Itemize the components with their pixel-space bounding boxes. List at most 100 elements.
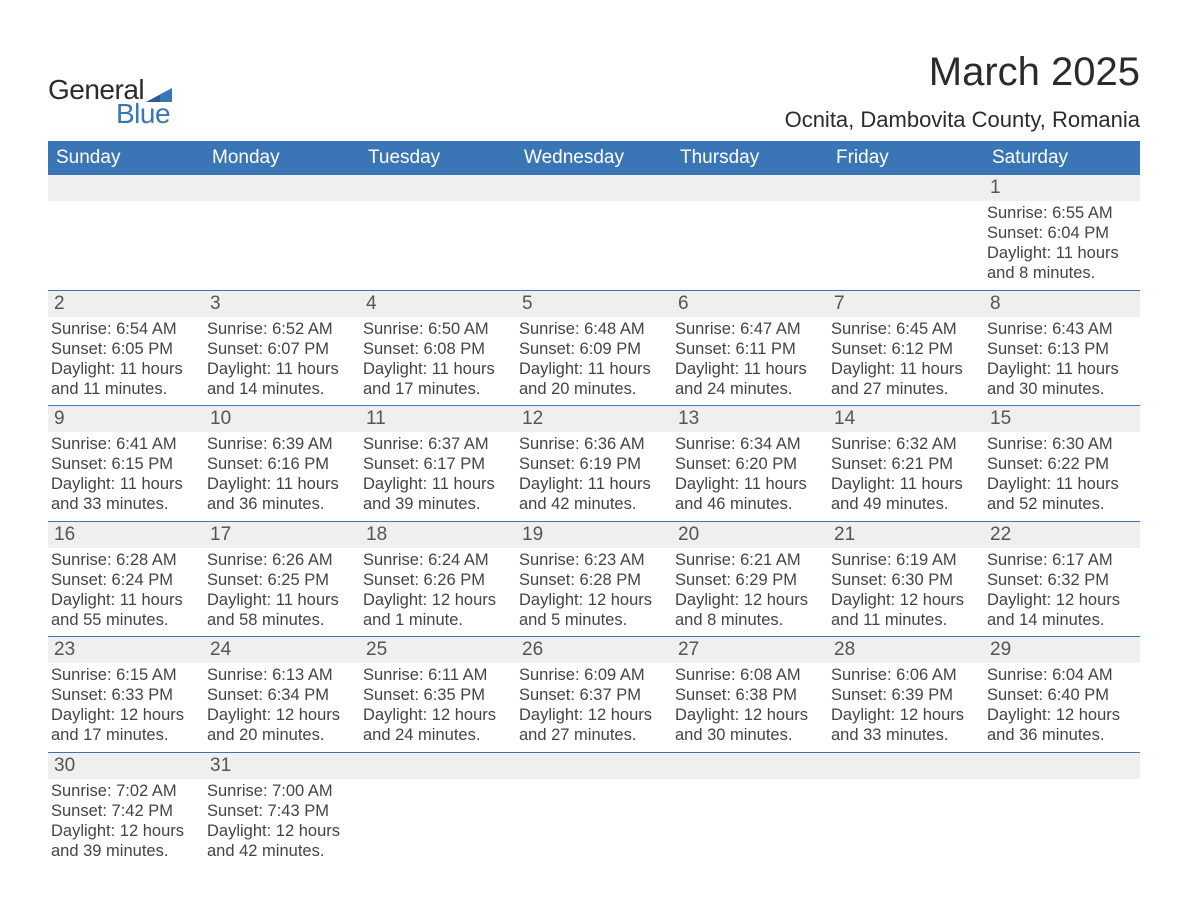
day-detail-line: Daylight: 12 hours and 11 minutes. — [831, 590, 981, 630]
daynum-row: 9101112131415 — [48, 406, 1140, 433]
day-number-cell — [360, 752, 516, 779]
day-detail-line: Daylight: 12 hours and 30 minutes. — [675, 705, 825, 745]
day-detail-line: Sunset: 6:20 PM — [675, 454, 825, 474]
day-detail-line: Daylight: 11 hours and 52 minutes. — [987, 474, 1137, 514]
day-detail-line: Sunset: 6:11 PM — [675, 339, 825, 359]
day-detail-line: Sunset: 6:07 PM — [207, 339, 357, 359]
day-detail-cell: Sunrise: 6:48 AMSunset: 6:09 PMDaylight:… — [516, 317, 672, 406]
day-number-cell: 3 — [204, 290, 360, 317]
weekday-header: Friday — [828, 141, 984, 175]
day-detail-cell — [516, 779, 672, 868]
brand-logo: General Blue — [48, 50, 172, 130]
day-detail-line: Daylight: 11 hours and 36 minutes. — [207, 474, 357, 514]
day-detail-line: Daylight: 12 hours and 24 minutes. — [363, 705, 513, 745]
day-detail-line: Sunset: 6:16 PM — [207, 454, 357, 474]
day-number-cell: 21 — [828, 521, 984, 548]
day-number-cell: 13 — [672, 406, 828, 433]
day-detail-cell: Sunrise: 6:21 AMSunset: 6:29 PMDaylight:… — [672, 548, 828, 637]
day-number-cell — [672, 175, 828, 201]
day-number-cell: 5 — [516, 290, 672, 317]
day-detail-cell: Sunrise: 6:32 AMSunset: 6:21 PMDaylight:… — [828, 432, 984, 521]
day-detail-line: Sunset: 6:34 PM — [207, 685, 357, 705]
day-detail-line: Sunrise: 6:24 AM — [363, 550, 513, 570]
day-detail-line: Sunset: 7:43 PM — [207, 801, 357, 821]
day-number-cell — [48, 175, 204, 201]
day-number-cell: 28 — [828, 637, 984, 664]
day-detail-cell: Sunrise: 7:00 AMSunset: 7:43 PMDaylight:… — [204, 779, 360, 868]
day-detail-line: Daylight: 11 hours and 24 minutes. — [675, 359, 825, 399]
day-detail-cell — [360, 779, 516, 868]
day-detail-cell: Sunrise: 6:08 AMSunset: 6:38 PMDaylight:… — [672, 663, 828, 752]
day-detail-line: Sunset: 6:17 PM — [363, 454, 513, 474]
day-detail-line: Sunrise: 6:43 AM — [987, 319, 1137, 339]
day-detail-line: Sunrise: 6:41 AM — [51, 434, 201, 454]
day-number-cell: 1 — [984, 175, 1140, 201]
day-detail-cell — [828, 779, 984, 868]
day-detail-line: Daylight: 11 hours and 14 minutes. — [207, 359, 357, 399]
day-number-cell: 26 — [516, 637, 672, 664]
day-detail-line: Sunset: 6:13 PM — [987, 339, 1137, 359]
day-number-cell: 20 — [672, 521, 828, 548]
daynum-row: 3031 — [48, 752, 1140, 779]
day-number-cell: 14 — [828, 406, 984, 433]
day-number-cell: 24 — [204, 637, 360, 664]
day-detail-cell — [204, 201, 360, 290]
day-detail-cell: Sunrise: 6:36 AMSunset: 6:19 PMDaylight:… — [516, 432, 672, 521]
day-detail-cell — [516, 201, 672, 290]
day-detail-line: Sunrise: 6:52 AM — [207, 319, 357, 339]
day-detail-cell: Sunrise: 6:24 AMSunset: 6:26 PMDaylight:… — [360, 548, 516, 637]
day-detail-line: Sunset: 6:24 PM — [51, 570, 201, 590]
day-detail-cell: Sunrise: 6:30 AMSunset: 6:22 PMDaylight:… — [984, 432, 1140, 521]
day-detail-cell — [672, 201, 828, 290]
day-detail-line: Daylight: 12 hours and 39 minutes. — [51, 821, 201, 861]
day-number-cell: 29 — [984, 637, 1140, 664]
day-detail-line: Sunrise: 6:39 AM — [207, 434, 357, 454]
day-number-cell: 25 — [360, 637, 516, 664]
day-detail-line: Sunrise: 6:36 AM — [519, 434, 669, 454]
day-detail-line: Daylight: 11 hours and 33 minutes. — [51, 474, 201, 514]
day-number-cell — [516, 752, 672, 779]
day-detail-cell: Sunrise: 6:17 AMSunset: 6:32 PMDaylight:… — [984, 548, 1140, 637]
day-number-cell: 12 — [516, 406, 672, 433]
day-detail-cell: Sunrise: 6:11 AMSunset: 6:35 PMDaylight:… — [360, 663, 516, 752]
day-detail-cell: Sunrise: 6:37 AMSunset: 6:17 PMDaylight:… — [360, 432, 516, 521]
day-detail-line: Sunrise: 6:34 AM — [675, 434, 825, 454]
day-detail-line: Sunrise: 6:04 AM — [987, 665, 1137, 685]
weekday-header: Thursday — [672, 141, 828, 175]
day-detail-cell — [672, 779, 828, 868]
day-detail-cell: Sunrise: 6:13 AMSunset: 6:34 PMDaylight:… — [204, 663, 360, 752]
day-detail-line: Sunrise: 6:17 AM — [987, 550, 1137, 570]
day-number-cell: 6 — [672, 290, 828, 317]
daynum-row: 16171819202122 — [48, 521, 1140, 548]
day-number-cell: 22 — [984, 521, 1140, 548]
day-detail-line: Sunrise: 6:37 AM — [363, 434, 513, 454]
day-detail-line: Sunrise: 6:30 AM — [987, 434, 1137, 454]
day-detail-cell: Sunrise: 6:39 AMSunset: 6:16 PMDaylight:… — [204, 432, 360, 521]
day-detail-line: Daylight: 11 hours and 49 minutes. — [831, 474, 981, 514]
day-detail-line: Sunset: 6:26 PM — [363, 570, 513, 590]
day-number-cell — [828, 752, 984, 779]
daynum-row: 1 — [48, 175, 1140, 201]
weekday-header: Wednesday — [516, 141, 672, 175]
day-detail-cell: Sunrise: 6:50 AMSunset: 6:08 PMDaylight:… — [360, 317, 516, 406]
day-number-cell: 17 — [204, 521, 360, 548]
day-detail-line: Daylight: 12 hours and 20 minutes. — [207, 705, 357, 745]
day-detail-line: Daylight: 12 hours and 1 minute. — [363, 590, 513, 630]
day-detail-cell: Sunrise: 6:19 AMSunset: 6:30 PMDaylight:… — [828, 548, 984, 637]
day-detail-line: Daylight: 12 hours and 33 minutes. — [831, 705, 981, 745]
logo-text-blue: Blue — [116, 98, 170, 130]
day-detail-cell: Sunrise: 6:15 AMSunset: 6:33 PMDaylight:… — [48, 663, 204, 752]
detail-row: Sunrise: 6:55 AMSunset: 6:04 PMDaylight:… — [48, 201, 1140, 290]
day-detail-line: Sunrise: 6:45 AM — [831, 319, 981, 339]
day-number-cell: 16 — [48, 521, 204, 548]
day-number-cell: 23 — [48, 637, 204, 664]
day-detail-line: Sunset: 6:29 PM — [675, 570, 825, 590]
day-detail-line: Daylight: 11 hours and 30 minutes. — [987, 359, 1137, 399]
day-detail-line: Daylight: 12 hours and 8 minutes. — [675, 590, 825, 630]
day-detail-line: Sunset: 6:33 PM — [51, 685, 201, 705]
calendar-table: Sunday Monday Tuesday Wednesday Thursday… — [48, 141, 1140, 867]
day-detail-line: Sunrise: 6:06 AM — [831, 665, 981, 685]
day-detail-line: Sunrise: 6:28 AM — [51, 550, 201, 570]
day-detail-line: Sunset: 6:28 PM — [519, 570, 669, 590]
day-detail-line: Sunrise: 6:47 AM — [675, 319, 825, 339]
